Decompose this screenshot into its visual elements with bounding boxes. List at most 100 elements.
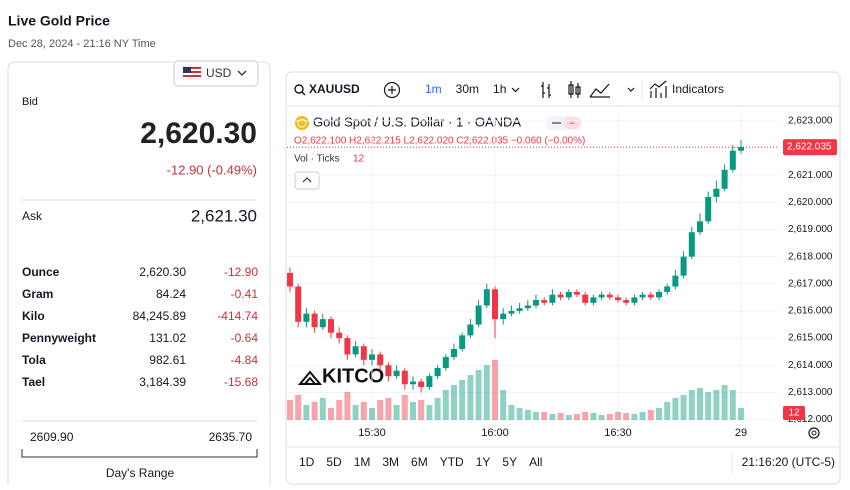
unit-name: Tola (22, 353, 46, 367)
candle-body (401, 370, 408, 385)
y-tick-label: 2,623.000 (788, 116, 833, 127)
volume-bar (639, 412, 646, 420)
period[interactable]: 1M (354, 455, 371, 469)
unit-change: -0.41 (231, 287, 259, 301)
indicators-button[interactable]: Indicators (672, 82, 724, 96)
volume-bar (319, 398, 326, 420)
candle-body (508, 310, 515, 314)
x-tick-label: 15:30 (358, 427, 386, 439)
candle-body (656, 291, 662, 298)
interval[interactable]: 1h (493, 82, 506, 96)
volume-bar (385, 398, 392, 420)
volume-bar (574, 414, 580, 420)
unit-change: -15.68 (224, 375, 258, 389)
period[interactable]: 5Y (502, 455, 517, 469)
period[interactable]: 1D (299, 455, 315, 469)
volume-bar (475, 370, 482, 420)
interval[interactable]: 30m (456, 82, 479, 96)
period[interactable]: YTD (440, 455, 464, 469)
candle-body (631, 297, 638, 303)
x-tick-label: 16:00 (481, 427, 509, 439)
range-bar (21, 449, 258, 458)
period[interactable]: 1Y (476, 455, 491, 469)
y-tick-label: 2,613.000 (788, 387, 833, 398)
volume-bar (680, 395, 687, 420)
unit-change: -12.90 (224, 265, 258, 279)
candle-body (647, 294, 654, 298)
bid-change: -12.90 (-0.49%) (167, 162, 257, 177)
volume-bar (729, 390, 736, 420)
bid-value: 2,620.30 (140, 117, 257, 150)
candle-body (688, 232, 695, 257)
candle-body (598, 294, 605, 298)
volume-bar (738, 408, 744, 420)
candle-body (418, 381, 425, 387)
search-icon[interactable] (294, 84, 306, 96)
volume-bar (287, 400, 293, 420)
volume-badge-text: 12 (788, 408, 800, 419)
candle-body (680, 256, 687, 276)
ask-value: 2,621.30 (191, 206, 257, 225)
volume-bar (557, 413, 564, 420)
candle-body (664, 286, 671, 292)
settings-icon[interactable] (808, 427, 820, 439)
period[interactable]: 5D (326, 455, 342, 469)
candle-body (541, 300, 548, 303)
candle-body (377, 354, 384, 366)
candle-body (410, 381, 416, 385)
unit-name: Pennyweight (22, 331, 96, 345)
candle-body (549, 294, 556, 303)
candle-body (369, 354, 375, 360)
compare-button[interactable] (383, 81, 401, 99)
period[interactable]: 3M (382, 455, 399, 469)
candle-body (426, 376, 433, 387)
last-price: 2,622.035 (787, 142, 832, 153)
candle-body (606, 294, 613, 298)
volume-bar (377, 400, 384, 420)
chart-title: Gold Spot / U.S. Dollar · 1 · OANDA (313, 114, 521, 129)
interval[interactable]: 1m (425, 82, 442, 96)
candle-body (442, 357, 449, 368)
unit-change: -414.74 (217, 309, 258, 323)
y-tick-label: 2,614.000 (788, 360, 833, 371)
unit-price: 131.02 (149, 331, 186, 345)
period[interactable]: 6M (411, 455, 428, 469)
candle-body (492, 289, 498, 320)
candle-body (500, 313, 507, 320)
volume-bar (434, 398, 441, 420)
volume-badge (783, 406, 805, 420)
collapse-button[interactable] (294, 171, 320, 190)
volume-bar (295, 395, 302, 420)
candle-body (311, 313, 318, 328)
symbol[interactable]: XAUUSD (309, 82, 360, 96)
interval-chevron[interactable] (511, 87, 520, 93)
volume-bar (565, 415, 572, 420)
y-tick-label: 2,612.000 (788, 414, 833, 425)
volume-bar (672, 398, 679, 420)
volume-bar (483, 365, 490, 420)
volume-bar (401, 395, 408, 420)
candle-body (385, 365, 392, 377)
range-label: Day's Range (106, 466, 175, 480)
candle-body (475, 305, 482, 325)
bid-label: Bid (22, 96, 38, 108)
candle-body (623, 300, 630, 303)
unit-name: Kilo (22, 309, 45, 323)
volume-bar (459, 380, 466, 420)
volume-bar (311, 402, 318, 420)
volume-bar (336, 400, 343, 420)
indicators-icon[interactable] (649, 80, 667, 98)
chart-style-icons[interactable] (541, 81, 635, 98)
period[interactable]: All (529, 455, 542, 469)
x-tick-label: 16:30 (604, 427, 632, 439)
candle-body (393, 370, 400, 377)
y-tick-label: 2,620.000 (788, 197, 833, 208)
y-tick-label: 2,616.000 (788, 306, 833, 317)
volume-bar (721, 385, 728, 420)
volume-bar (410, 402, 416, 420)
volume-bar (541, 412, 548, 420)
volume-bar (369, 408, 375, 420)
volume-bar (688, 390, 695, 420)
candle-body (672, 275, 679, 287)
